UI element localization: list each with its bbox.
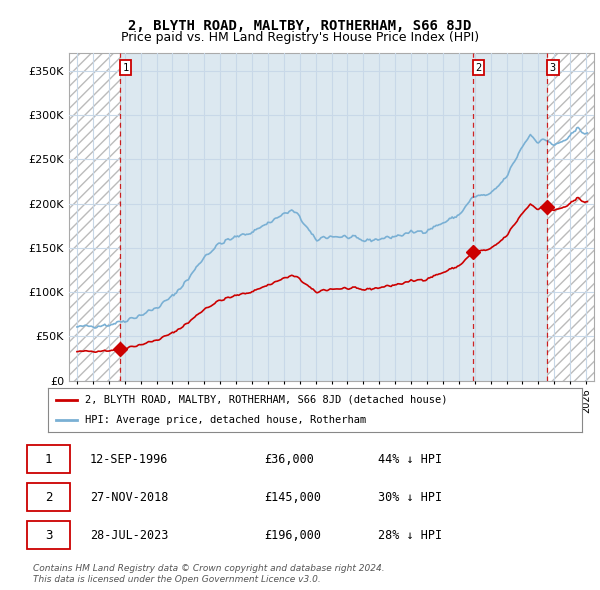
Text: £145,000: £145,000 — [264, 490, 321, 504]
Text: 12-SEP-1996: 12-SEP-1996 — [90, 453, 169, 466]
Bar — [547, 53, 594, 381]
Text: Price paid vs. HM Land Registry's House Price Index (HPI): Price paid vs. HM Land Registry's House … — [121, 31, 479, 44]
Text: 28% ↓ HPI: 28% ↓ HPI — [378, 529, 442, 542]
Text: 2, BLYTH ROAD, MALTBY, ROTHERHAM, S66 8JD: 2, BLYTH ROAD, MALTBY, ROTHERHAM, S66 8J… — [128, 19, 472, 33]
FancyBboxPatch shape — [27, 445, 70, 473]
Text: £196,000: £196,000 — [264, 529, 321, 542]
FancyBboxPatch shape — [27, 483, 70, 511]
Text: 44% ↓ HPI: 44% ↓ HPI — [378, 453, 442, 466]
Text: 28-JUL-2023: 28-JUL-2023 — [90, 529, 169, 542]
Text: 2, BLYTH ROAD, MALTBY, ROTHERHAM, S66 8JD (detached house): 2, BLYTH ROAD, MALTBY, ROTHERHAM, S66 8J… — [85, 395, 448, 405]
Text: 1: 1 — [122, 63, 128, 73]
Text: 30% ↓ HPI: 30% ↓ HPI — [378, 490, 442, 504]
Text: 2: 2 — [475, 63, 482, 73]
Text: This data is licensed under the Open Government Licence v3.0.: This data is licensed under the Open Gov… — [33, 575, 321, 584]
Text: 27-NOV-2018: 27-NOV-2018 — [90, 490, 169, 504]
Text: 3: 3 — [45, 529, 52, 542]
Text: 2: 2 — [45, 490, 52, 504]
Bar — [69, 53, 120, 381]
Text: Contains HM Land Registry data © Crown copyright and database right 2024.: Contains HM Land Registry data © Crown c… — [33, 565, 385, 573]
Text: 1: 1 — [45, 453, 52, 466]
Text: £36,000: £36,000 — [264, 453, 314, 466]
Text: HPI: Average price, detached house, Rotherham: HPI: Average price, detached house, Roth… — [85, 415, 367, 425]
Text: 3: 3 — [550, 63, 556, 73]
FancyBboxPatch shape — [27, 521, 70, 549]
